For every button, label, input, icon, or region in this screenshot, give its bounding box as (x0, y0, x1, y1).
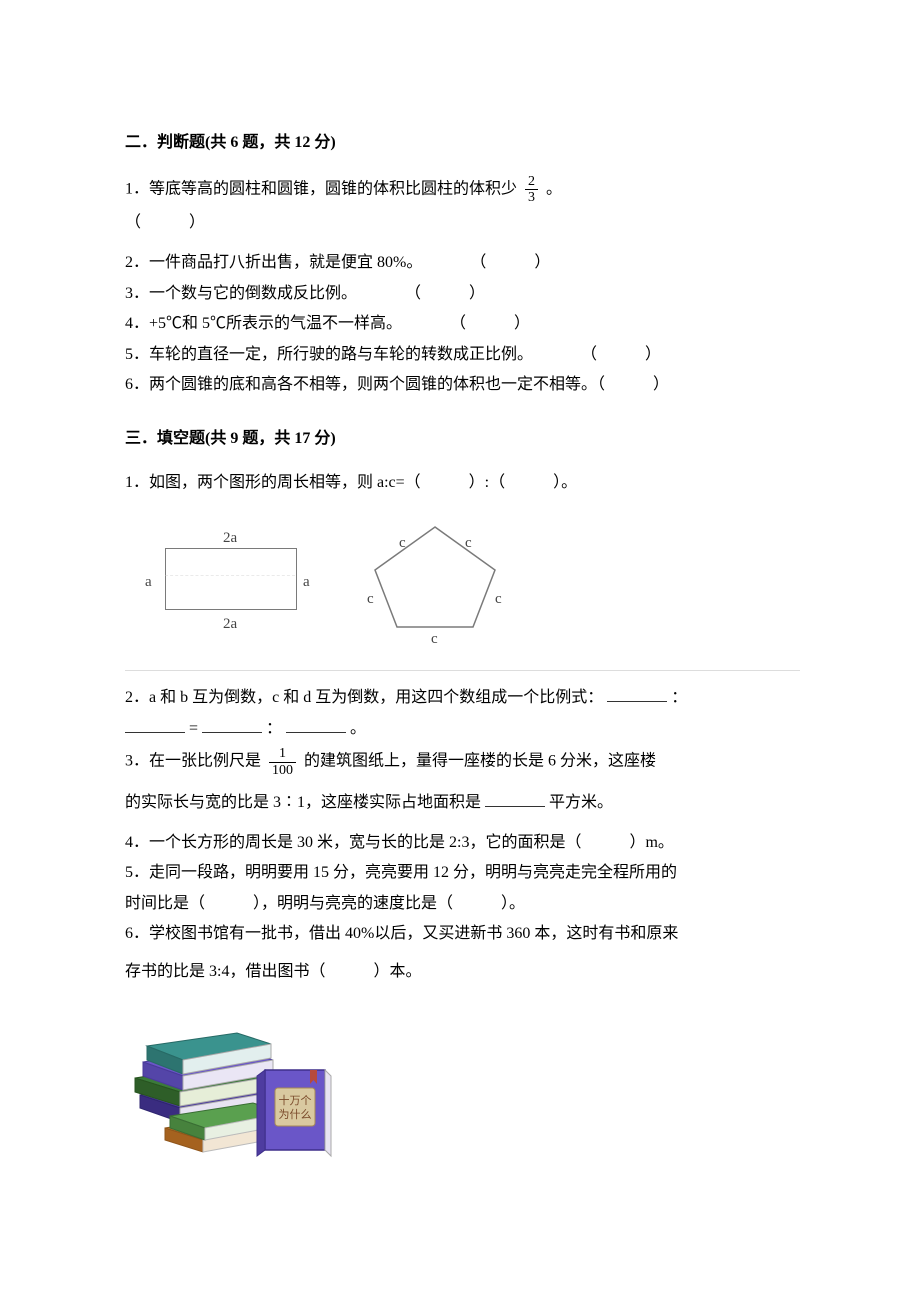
pent-c4: c (495, 587, 502, 611)
s3-q3-c: 的实际长与宽的比是 3∶1，这座楼实际占地面积是 (125, 794, 481, 811)
section2-title: 二．判断题(共 6 题，共 12 分) (125, 130, 800, 156)
frac-den: 100 (269, 763, 296, 778)
rectangle-figure: 2a 2a a a (125, 520, 325, 640)
s3-q6a: 6．学校图书馆有一批书，借出 40%以后，又买进新书 360 本，这时有书和原来 (125, 921, 800, 947)
blank-2 (125, 716, 185, 733)
s2-q1-paren: （ ） (125, 210, 800, 236)
page-content: 二．判断题(共 6 题，共 12 分) 1．等底等高的圆柱和圆锥，圆锥的体积比圆… (0, 0, 920, 1210)
s3-q2-colon2: ： (266, 720, 282, 737)
s3-q2: 2．a 和 b 互为倒数，c 和 d 互为倒数，用这四个数组成一个比例式： ： (125, 685, 800, 711)
figure-row: 2a 2a a a c c c c c (125, 515, 800, 645)
frac-den: 3 (525, 190, 538, 205)
s2-q3: 3．一个数与它的倒数成反比例。 （ ） (125, 281, 800, 307)
rect-label-left: a (145, 570, 152, 594)
s3-q6b: 存书的比是 3:4，借出图书（ ）本。 (125, 959, 800, 985)
s2-q1-text-a: 1．等底等高的圆柱和圆锥，圆锥的体积比圆柱的体积少 (125, 180, 517, 197)
pent-c2: c (465, 531, 472, 555)
rect-label-right: a (303, 570, 310, 594)
pent-c3: c (367, 587, 374, 611)
s3-q3-a: 3．在一张比例尺是 (125, 753, 261, 770)
s3-q3-d: 平方米。 (549, 794, 613, 811)
s2-q1-line1: 1．等底等高的圆柱和圆锥，圆锥的体积比圆柱的体积少 2 3 。 (125, 174, 800, 206)
books-svg: 十万个 为什么 (125, 1000, 345, 1160)
section3-title: 三．填空题(共 9 题，共 17 分) (125, 426, 800, 452)
fraction-2-3: 2 3 (525, 174, 538, 206)
pent-c1: c (399, 531, 406, 555)
s2-q4: 4．+5℃和 5℃所表示的气温不一样高。 （ ） (125, 311, 800, 337)
pentagon-shape (375, 527, 495, 627)
rectangle-dots (165, 575, 295, 582)
separator-line (125, 670, 800, 671)
standing-book: 十万个 为什么 (257, 1070, 331, 1156)
blank-5 (485, 790, 545, 807)
blank-3 (202, 716, 262, 733)
blank-4 (286, 716, 346, 733)
s2-q2: 2．一件商品打八折出售，就是便宜 80%。 （ ） (125, 250, 800, 276)
s3-q2-end: 。 (350, 720, 366, 737)
s2-q6: 6．两个圆锥的底和高各不相等，则两个圆锥的体积也一定不相等。（ ） (125, 372, 800, 398)
blank-1 (607, 685, 667, 702)
s3-q4: 4．一个长方形的周长是 30 米，宽与长的比是 2:3，它的面积是（ ）m。 (125, 830, 800, 856)
s3-q2-colon1: ： (671, 689, 687, 706)
frac-num: 2 (525, 174, 538, 190)
pent-c5: c (431, 627, 438, 651)
book-label-1: 十万个 (279, 1093, 312, 1107)
s3-q2-line2: = ： 。 (125, 716, 800, 742)
rect-label-top: 2a (223, 526, 237, 550)
s3-q5a: 5．走同一段路，明明要用 15 分，亮亮要用 12 分，明明与亮亮走完全程所用的 (125, 860, 800, 886)
book-label-2: 为什么 (279, 1108, 312, 1121)
frac-num: 1 (269, 746, 296, 762)
s3-q2-eq: = (189, 720, 198, 737)
pentagon-svg (355, 515, 515, 645)
books-illustration: 十万个 为什么 (125, 1000, 345, 1160)
s3-q5b: 时间比是（ ），明明与亮亮的速度比是（ ）。 (125, 891, 800, 917)
s3-q2-a: 2．a 和 b 互为倒数，c 和 d 互为倒数，用这四个数组成一个比例式： (125, 689, 603, 706)
s3-q3-line2: 的实际长与宽的比是 3∶1，这座楼实际占地面积是 平方米。 (125, 790, 800, 816)
pentagon-figure: c c c c c (355, 515, 515, 645)
s3-q3-b: 的建筑图纸上，量得一座楼的长是 6 分米，这座楼 (304, 753, 656, 770)
fraction-1-100: 1 100 (269, 746, 296, 778)
s2-q1-text-b: 。 (546, 180, 562, 197)
s3-q3-line1: 3．在一张比例尺是 1 100 的建筑图纸上，量得一座楼的长是 6 分米，这座楼 (125, 746, 800, 778)
s3-q1: 1．如图，两个图形的周长相等，则 a:c=（ ）:（ ）。 (125, 470, 800, 496)
rect-label-bottom: 2a (223, 612, 237, 636)
s2-q5: 5．车轮的直径一定，所行驶的路与车轮的转数成正比例。 （ ） (125, 342, 800, 368)
